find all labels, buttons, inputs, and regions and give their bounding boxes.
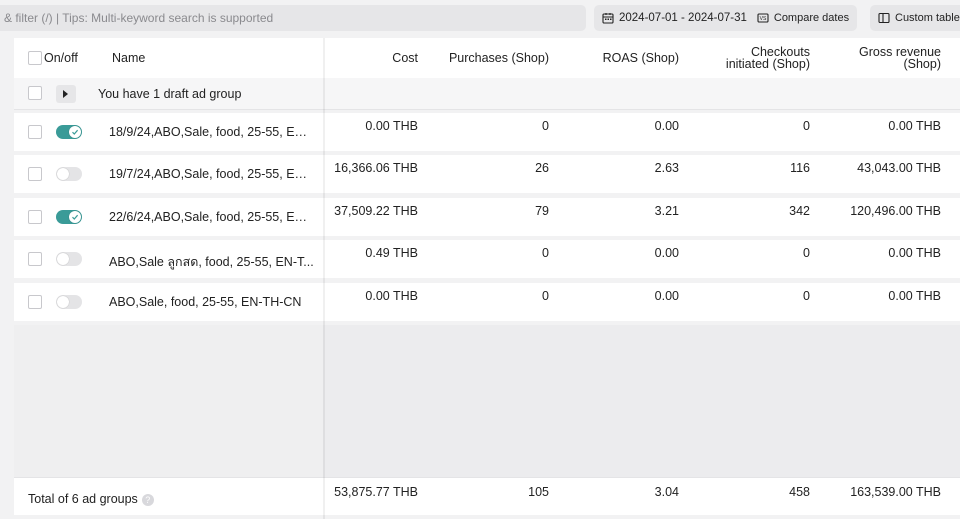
cell-roas: 3.21 [654, 204, 679, 218]
ad-group-name[interactable]: 19/7/24,ABO,Sale, food, 25-55, EN-... [109, 167, 314, 181]
cell-roas: 0.00 [654, 246, 679, 260]
row-checkbox[interactable] [28, 210, 42, 224]
check-icon [72, 214, 79, 220]
row-checkbox[interactable] [28, 295, 42, 309]
columns-icon [878, 12, 890, 24]
column-header-checkouts[interactable]: Checkouts initiated (Shop) [704, 45, 810, 71]
status-toggle[interactable] [56, 125, 82, 139]
status-toggle[interactable] [56, 295, 82, 309]
caret-right-icon [63, 90, 68, 98]
table-footer: Total of 6 ad groups? 53,875.77 THB 105 … [14, 477, 960, 515]
total-roas: 3.04 [654, 485, 679, 499]
total-gross-revenue: 163,539.00 THB [850, 485, 941, 499]
cell-cost: 0.49 THB [365, 246, 418, 260]
row-checkbox[interactable] [28, 167, 42, 181]
expand-draft-button[interactable] [56, 85, 76, 103]
column-header-gross-revenue[interactable]: Gross revenue (Shop) [834, 45, 941, 71]
custom-table-button[interactable]: Custom table [870, 5, 960, 31]
toolbar: & filter (/) | Tips: Multi-keyword searc… [0, 0, 960, 38]
cell-purchases: 0 [542, 289, 549, 303]
column-header-roas[interactable]: ROAS (Shop) [602, 51, 679, 65]
cell-roas: 0.00 [654, 119, 679, 133]
cell-purchases: 0 [542, 246, 549, 260]
cell-checkouts: 342 [789, 204, 810, 218]
total-purchases: 105 [528, 485, 549, 499]
draft-row[interactable]: You have 1 draft ad group [14, 78, 960, 110]
search-input[interactable]: & filter (/) | Tips: Multi-keyword searc… [0, 5, 586, 31]
cell-gross-revenue: 0.00 THB [888, 246, 941, 260]
cell-purchases: 26 [535, 161, 549, 175]
cell-gross-revenue: 43,043.00 THB [857, 161, 941, 175]
cell-checkouts: 116 [790, 161, 810, 175]
help-icon[interactable]: ? [141, 494, 154, 506]
total-label-text: Total of 6 ad groups [28, 492, 138, 506]
cell-roas: 0.00 [654, 289, 679, 303]
svg-text:VS: VS [760, 16, 767, 22]
column-header-cost[interactable]: Cost [392, 51, 418, 65]
column-header-gross-line1: Gross revenue [859, 45, 941, 59]
empty-area [14, 325, 960, 477]
toggle-knob [57, 253, 69, 265]
check-icon [72, 129, 79, 135]
row-checkbox[interactable] [28, 252, 42, 266]
cell-gross-revenue: 0.00 THB [888, 119, 941, 133]
cell-gross-revenue: 0.00 THB [888, 289, 941, 303]
row-checkbox[interactable] [28, 125, 42, 139]
cell-cost: 0.00 THB [365, 289, 418, 303]
table-row[interactable]: 22/6/24,ABO,Sale, food, 25-55, EN-... 37,… [14, 198, 960, 236]
status-toggle[interactable] [56, 252, 82, 266]
table-header: On/off Name Cost Purchases (Shop) ROAS (… [14, 38, 960, 78]
table-row[interactable]: 18/9/24,ABO,Sale, food, 25-55, EN-... 0.0… [14, 113, 960, 151]
cell-checkouts: 0 [803, 246, 810, 260]
select-all-checkbox[interactable] [28, 51, 42, 65]
status-toggle[interactable] [56, 210, 82, 224]
cell-cost: 37,509.22 THB [334, 204, 418, 218]
ad-group-name[interactable]: 22/6/24,ABO,Sale, food, 25-55, EN-... [109, 210, 314, 224]
toggle-knob [69, 126, 81, 138]
empty-area-fixed [14, 325, 323, 477]
toggle-knob [57, 168, 69, 180]
calendar-icon [602, 13, 614, 24]
ad-group-name[interactable]: ABO,Sale, food, 25-55, EN-TH-CN [109, 295, 302, 309]
column-header-checkouts-line2: initiated (Shop) [725, 57, 810, 71]
compare-icon: VS [757, 13, 769, 23]
column-header-gross-line2: (Shop) [903, 57, 941, 71]
status-toggle[interactable] [56, 167, 82, 181]
date-range-text: 2024-07-01 - 2024-07-31 [619, 12, 747, 24]
column-header-onoff[interactable]: On/off [44, 51, 78, 65]
cell-cost: 0.00 THB [365, 119, 418, 133]
total-label: Total of 6 ad groups? [28, 492, 233, 506]
ad-group-name[interactable]: 18/9/24,ABO,Sale, food, 25-55, EN-... [109, 125, 314, 139]
ad-group-name[interactable]: ABO,Sale ลูกสด, food, 25-55, EN-T... [109, 255, 314, 269]
draft-checkbox[interactable] [28, 86, 42, 100]
column-header-purchases[interactable]: Purchases (Shop) [448, 51, 549, 65]
toggle-knob [57, 296, 69, 308]
draft-label: You have 1 draft ad group [98, 87, 242, 101]
date-range-button[interactable]: 2024-07-01 - 2024-07-31 VS Compare dates [594, 5, 858, 31]
custom-table-label: Custom table [895, 12, 960, 24]
column-header-name[interactable]: Name [112, 51, 146, 65]
total-checkouts: 458 [789, 485, 810, 499]
cell-purchases: 79 [535, 204, 549, 218]
table-row[interactable]: ABO,Sale ลูกสด, food, 25-55, EN-T... 0.49… [14, 240, 960, 278]
compare-dates-label: Compare dates [773, 12, 850, 24]
toggle-knob [69, 211, 81, 223]
cell-gross-revenue: 120,496.00 THB [850, 204, 941, 218]
table-row[interactable]: ABO,Sale, food, 25-55, EN-TH-CN 0.00 THB 0… [14, 283, 960, 321]
cell-checkouts: 0 [803, 289, 810, 303]
cell-checkouts: 0 [803, 119, 810, 133]
total-cost: 53,875.77 THB [334, 485, 418, 499]
ad-groups-table: On/off Name Cost Purchases (Shop) ROAS (… [14, 38, 960, 519]
cell-purchases: 0 [542, 119, 549, 133]
column-header-checkouts-line1: Checkouts [750, 45, 810, 59]
table-row[interactable]: 19/7/24,ABO,Sale, food, 25-55, EN-... 16,… [14, 155, 960, 193]
cell-roas: 2.63 [654, 161, 679, 175]
fixed-column-shadow [323, 38, 325, 519]
cell-cost: 16,366.06 THB [334, 161, 418, 175]
